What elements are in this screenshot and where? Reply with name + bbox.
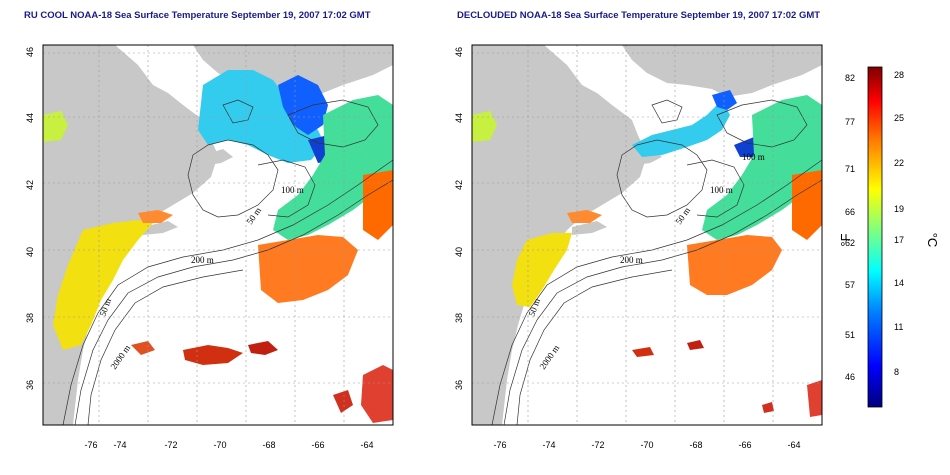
right-panel-title: DECLOUDED NOAA-18 Sea Surface Temperatur… <box>457 10 821 21</box>
left-contour-label: 100 m <box>281 185 304 195</box>
x-tick-label: -70 <box>640 440 653 450</box>
y-tick-label: 38 <box>454 313 464 323</box>
right-x-axis: -76 -74 -72 -70 -68 -66 -64 <box>493 440 800 450</box>
fahrenheit-tick-label: 77 <box>845 117 855 127</box>
y-tick-label: 44 <box>454 113 464 123</box>
x-tick-label: -74 <box>542 440 555 450</box>
x-tick-label: -76 <box>493 440 506 450</box>
fahrenheit-tick-label: 51 <box>845 330 855 340</box>
x-tick-label: -66 <box>738 440 751 450</box>
right-contour-label: 100 m <box>710 185 733 195</box>
x-tick-label: -72 <box>164 440 177 450</box>
right-map-panel: 100 m 100 m 50 m 200 m 50 m 2000 m <box>471 44 823 426</box>
y-tick-label: 40 <box>454 247 464 257</box>
y-tick-label: 36 <box>454 380 464 390</box>
x-tick-label: -64 <box>787 440 800 450</box>
celsius-tick-label: 19 <box>894 204 904 214</box>
y-tick-label: 36 <box>25 380 35 390</box>
right-contour-label: 200 m <box>620 255 643 265</box>
y-tick-label: 40 <box>25 247 35 257</box>
fahrenheit-ticks: 82 77 71 66 62 57 51 46 <box>845 73 855 382</box>
celsius-tick-label: 14 <box>894 278 904 288</box>
celsius-tick-label: 8 <box>894 367 899 377</box>
y-tick-label: 42 <box>25 180 35 190</box>
x-tick-label: -72 <box>591 440 604 450</box>
celsius-tick-label: 25 <box>894 113 904 123</box>
celsius-tick-label: 22 <box>894 158 904 168</box>
fahrenheit-unit-label: °F <box>838 233 853 246</box>
celsius-tick-label: 28 <box>894 70 904 80</box>
fahrenheit-tick-label: 62 <box>845 238 855 248</box>
temperature-colorbar: 82 77 71 66 62 57 51 46 28 25 22 19 17 1… <box>838 66 940 408</box>
y-tick-label: 46 <box>454 47 464 57</box>
y-tick-label: 44 <box>25 113 35 123</box>
x-tick-label: -64 <box>360 440 373 450</box>
fahrenheit-tick-label: 71 <box>845 164 855 174</box>
x-tick-label: -68 <box>262 440 275 450</box>
celsius-unit-label: °C <box>925 233 940 248</box>
x-tick-label: -74 <box>113 440 126 450</box>
left-contour-label: 200 m <box>191 255 214 265</box>
x-tick-label: -68 <box>689 440 702 450</box>
right-contour-label: 100 m <box>742 152 765 162</box>
x-tick-label: -70 <box>213 440 226 450</box>
x-tick-label: -66 <box>311 440 324 450</box>
left-x-axis: -76 -74 -72 -70 -68 -66 -64 <box>84 440 373 450</box>
fahrenheit-tick-label: 57 <box>845 280 855 290</box>
y-tick-label: 46 <box>25 47 35 57</box>
x-tick-label: -76 <box>84 440 97 450</box>
right-sst-field <box>472 90 822 417</box>
y-tick-label: 38 <box>25 313 35 323</box>
fahrenheit-tick-label: 82 <box>845 73 855 83</box>
left-y-axis: 46 44 42 40 38 36 <box>25 47 35 390</box>
fahrenheit-tick-label: 46 <box>845 372 855 382</box>
left-panel-title: RU COOL NOAA-18 Sea Surface Temperature … <box>24 10 371 21</box>
celsius-tick-label: 11 <box>894 322 903 332</box>
celsius-ticks: 28 25 22 19 17 14 11 8 <box>894 70 904 377</box>
celsius-tick-label: 17 <box>894 235 904 245</box>
left-map-panel: 100 m 50 m 200 m 50 m 2000 m <box>42 44 394 426</box>
y-tick-label: 42 <box>454 180 464 190</box>
fahrenheit-tick-label: 66 <box>845 207 855 217</box>
left-sst-field <box>43 70 393 423</box>
right-y-axis: 46 44 42 40 38 36 <box>454 47 464 390</box>
